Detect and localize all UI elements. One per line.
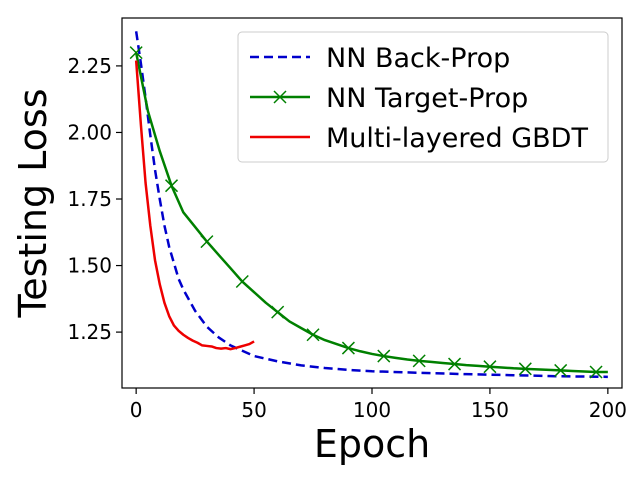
x-tick-label: 0 [130, 398, 143, 422]
legend-label: Multi-layered GBDT [326, 123, 588, 154]
x-tick-label: 150 [471, 398, 509, 422]
data-point-marker [341, 341, 355, 355]
data-point-marker [377, 349, 391, 363]
y-tick-label: 2.00 [67, 120, 112, 144]
data-point-marker [412, 354, 426, 368]
legend-box [237, 31, 609, 163]
data-point-marker [554, 363, 568, 377]
x-tick-label: 50 [241, 398, 266, 422]
y-axis-label: Testing Loss [11, 88, 55, 318]
y-tick-label: 1.75 [67, 187, 112, 211]
legend-marker [273, 90, 287, 104]
ticks-layer: 0 50 100 150 200 1.25 1.50 1.75 2.00 2.25 [67, 54, 626, 422]
series-line [134, 52, 608, 374]
legend-label: NN Back-Prop [326, 43, 510, 74]
data-point-marker [164, 179, 179, 193]
series-1 [129, 46, 608, 379]
series-2 [134, 60, 255, 351]
y-tick-label: 2.25 [67, 54, 112, 78]
series-0 [134, 31, 608, 379]
legend-item: Multi-layered GBDT [250, 123, 588, 154]
legend-label: NN Target-Prop [326, 83, 528, 114]
x-tick-label: 100 [353, 398, 391, 422]
legend-item: NN Target-Prop [250, 83, 528, 114]
data-point-marker [200, 235, 214, 249]
series-line [134, 60, 255, 351]
data-point-marker [235, 274, 249, 289]
legend: NN Back-Prop NN Target-Prop Multi-layered … [237, 31, 609, 163]
legend-item: NN Back-Prop [250, 43, 510, 74]
y-tick-label: 1.50 [67, 254, 112, 278]
data-point-marker [129, 46, 143, 60]
x-axis-label: Epoch [314, 422, 430, 466]
series-line [134, 31, 608, 379]
series-layer [129, 31, 608, 379]
data-point-marker [306, 328, 320, 342]
data-point-marker [589, 365, 603, 379]
y-tick-label: 1.25 [67, 320, 112, 344]
data-point-marker [483, 360, 497, 374]
data-point-marker [448, 357, 462, 371]
data-point-marker [518, 362, 532, 376]
x-tick-label: 200 [589, 398, 627, 422]
data-point-marker [271, 305, 285, 319]
